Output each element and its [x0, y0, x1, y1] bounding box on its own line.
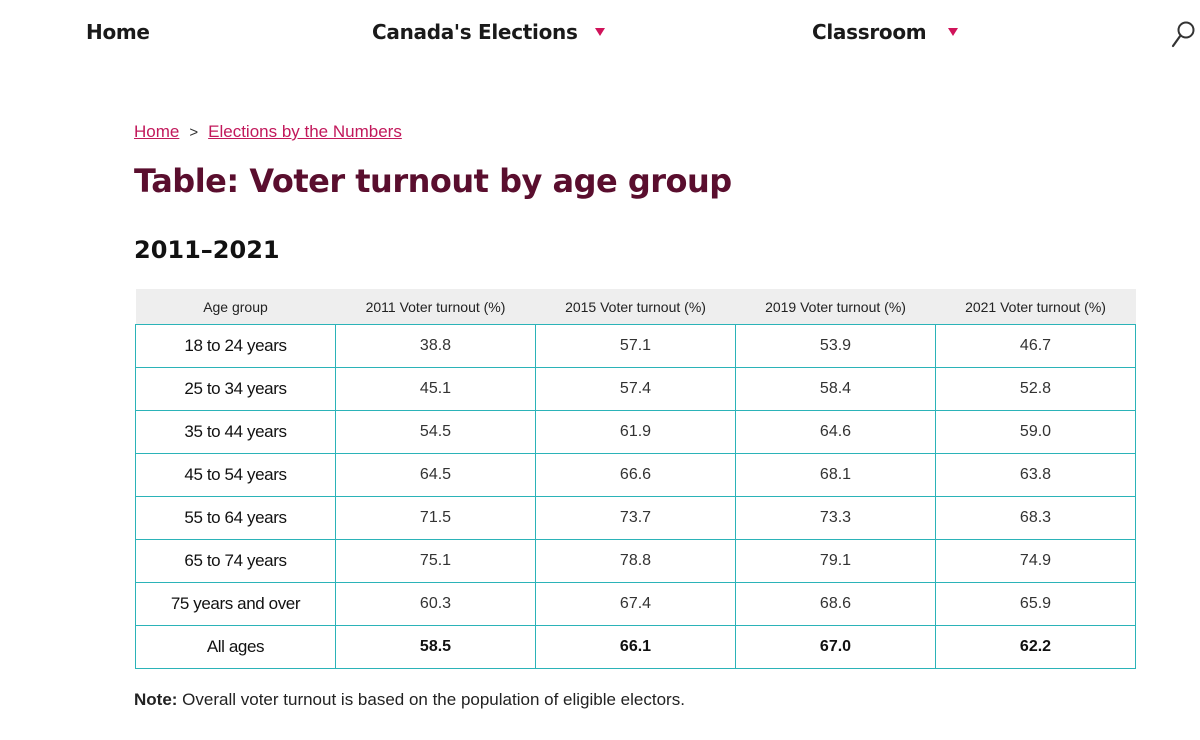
nav-classroom[interactable]: Classroom [812, 20, 927, 44]
table-row-total: All ages 58.5 66.1 67.0 62.2 [135, 625, 1136, 669]
age-group-cell: 45 to 54 years [135, 453, 336, 497]
turnout-cell: 64.6 [735, 410, 936, 454]
turnout-cell: 63.8 [935, 453, 1136, 497]
column-header: 2011 Voter turnout (%) [335, 289, 536, 325]
column-header: Age group [135, 289, 336, 325]
table-row: 55 to 64 years 71.5 73.7 73.3 68.3 [135, 496, 1136, 540]
table-note: Note: Overall voter turnout is based on … [134, 690, 685, 710]
note-label: Note: [134, 690, 178, 709]
turnout-cell: 58.5 [335, 625, 536, 669]
turnout-cell: 38.8 [335, 324, 536, 368]
table-row: 45 to 54 years 64.5 66.6 68.1 63.8 [135, 453, 1136, 497]
turnout-table: Age group 2011 Voter turnout (%) 2015 Vo… [135, 289, 1136, 669]
age-group-cell: 25 to 34 years [135, 367, 336, 411]
turnout-cell: 66.6 [535, 453, 736, 497]
turnout-cell: 52.8 [935, 367, 1136, 411]
turnout-cell: 57.4 [535, 367, 736, 411]
turnout-cell: 66.1 [535, 625, 736, 669]
column-header: 2019 Voter turnout (%) [735, 289, 936, 325]
turnout-cell: 46.7 [935, 324, 1136, 368]
turnout-cell: 62.2 [935, 625, 1136, 669]
page-title: Table: Voter turnout by age group [134, 162, 732, 200]
age-group-cell: 18 to 24 years [135, 324, 336, 368]
turnout-cell: 68.6 [735, 582, 936, 626]
turnout-cell: 68.1 [735, 453, 936, 497]
table-header-row: Age group 2011 Voter turnout (%) 2015 Vo… [135, 289, 1136, 325]
turnout-cell: 57.1 [535, 324, 736, 368]
table-row: 18 to 24 years 38.8 57.1 53.9 46.7 [135, 324, 1136, 368]
age-group-cell: All ages [135, 625, 336, 669]
turnout-cell: 67.0 [735, 625, 936, 669]
turnout-cell: 58.4 [735, 367, 936, 411]
turnout-cell: 68.3 [935, 496, 1136, 540]
turnout-cell: 64.5 [335, 453, 536, 497]
turnout-cell: 60.3 [335, 582, 536, 626]
turnout-cell: 75.1 [335, 539, 536, 583]
column-header: 2021 Voter turnout (%) [935, 289, 1136, 325]
turnout-cell: 53.9 [735, 324, 936, 368]
nav-home[interactable]: Home [86, 20, 150, 44]
chevron-down-icon[interactable] [948, 28, 958, 36]
top-navigation: Home Canada's Elections Classroom [0, 0, 1200, 70]
turnout-cell: 67.4 [535, 582, 736, 626]
turnout-cell: 71.5 [335, 496, 536, 540]
age-group-cell: 55 to 64 years [135, 496, 336, 540]
breadcrumb-elections-link[interactable]: Elections by the Numbers [208, 122, 402, 141]
turnout-cell: 61.9 [535, 410, 736, 454]
search-icon[interactable] [1170, 20, 1196, 50]
breadcrumb: Home > Elections by the Numbers [134, 122, 402, 142]
nav-canadas-elections[interactable]: Canada's Elections [372, 20, 578, 44]
age-group-cell: 35 to 44 years [135, 410, 336, 454]
period-heading: 2011–2021 [134, 236, 280, 264]
table-row: 65 to 74 years 75.1 78.8 79.1 74.9 [135, 539, 1136, 583]
turnout-cell: 59.0 [935, 410, 1136, 454]
turnout-cell: 73.7 [535, 496, 736, 540]
turnout-cell: 78.8 [535, 539, 736, 583]
turnout-cell: 65.9 [935, 582, 1136, 626]
breadcrumb-home-link[interactable]: Home [134, 122, 180, 141]
column-header: 2015 Voter turnout (%) [535, 289, 736, 325]
age-group-cell: 65 to 74 years [135, 539, 336, 583]
note-text: Overall voter turnout is based on the po… [177, 690, 685, 709]
age-group-cell: 75 years and over [135, 582, 336, 626]
chevron-down-icon[interactable] [595, 28, 605, 36]
table-row: 35 to 44 years 54.5 61.9 64.6 59.0 [135, 410, 1136, 454]
table-row: 75 years and over 60.3 67.4 68.6 65.9 [135, 582, 1136, 626]
turnout-cell: 74.9 [935, 539, 1136, 583]
table-row: 25 to 34 years 45.1 57.4 58.4 52.8 [135, 367, 1136, 411]
turnout-cell: 73.3 [735, 496, 936, 540]
turnout-cell: 45.1 [335, 367, 536, 411]
turnout-cell: 54.5 [335, 410, 536, 454]
turnout-cell: 79.1 [735, 539, 936, 583]
breadcrumb-separator: > [189, 124, 199, 141]
